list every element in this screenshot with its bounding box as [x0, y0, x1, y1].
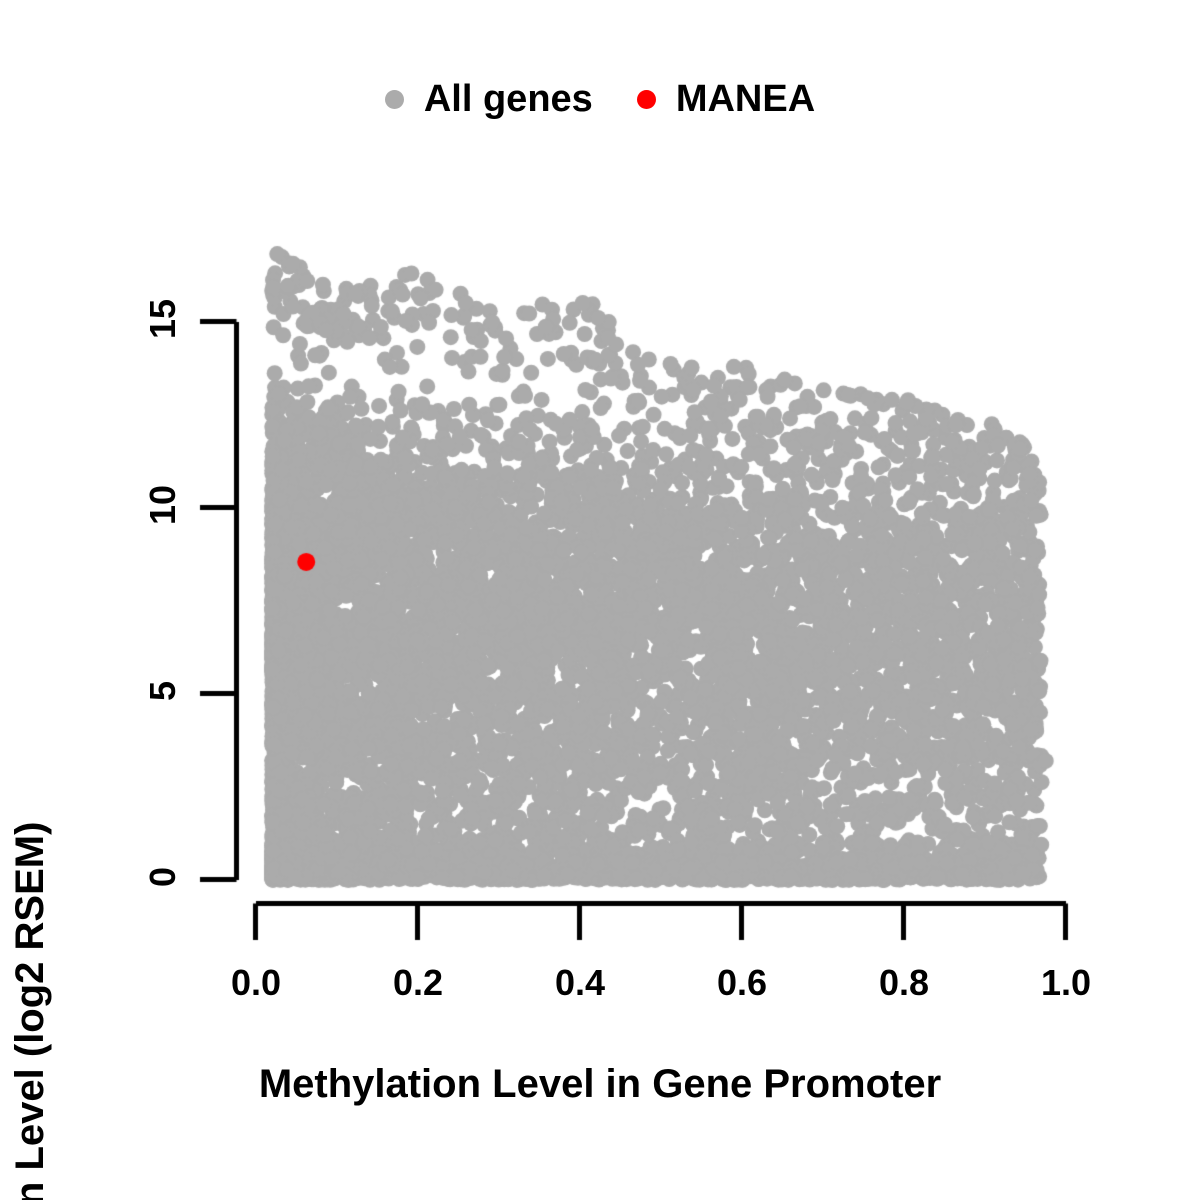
legend-label-all-genes: All genes	[423, 78, 593, 120]
chart-legend: All genes MANEA	[0, 78, 1200, 121]
legend-entry-manea[interactable]: MANEA	[636, 78, 816, 121]
legend-label-manea: MANEA	[675, 78, 816, 120]
grey-dot-icon	[384, 90, 404, 109]
red-dot-icon	[636, 90, 656, 109]
legend-entry-all-genes[interactable]: All genes	[384, 78, 593, 121]
